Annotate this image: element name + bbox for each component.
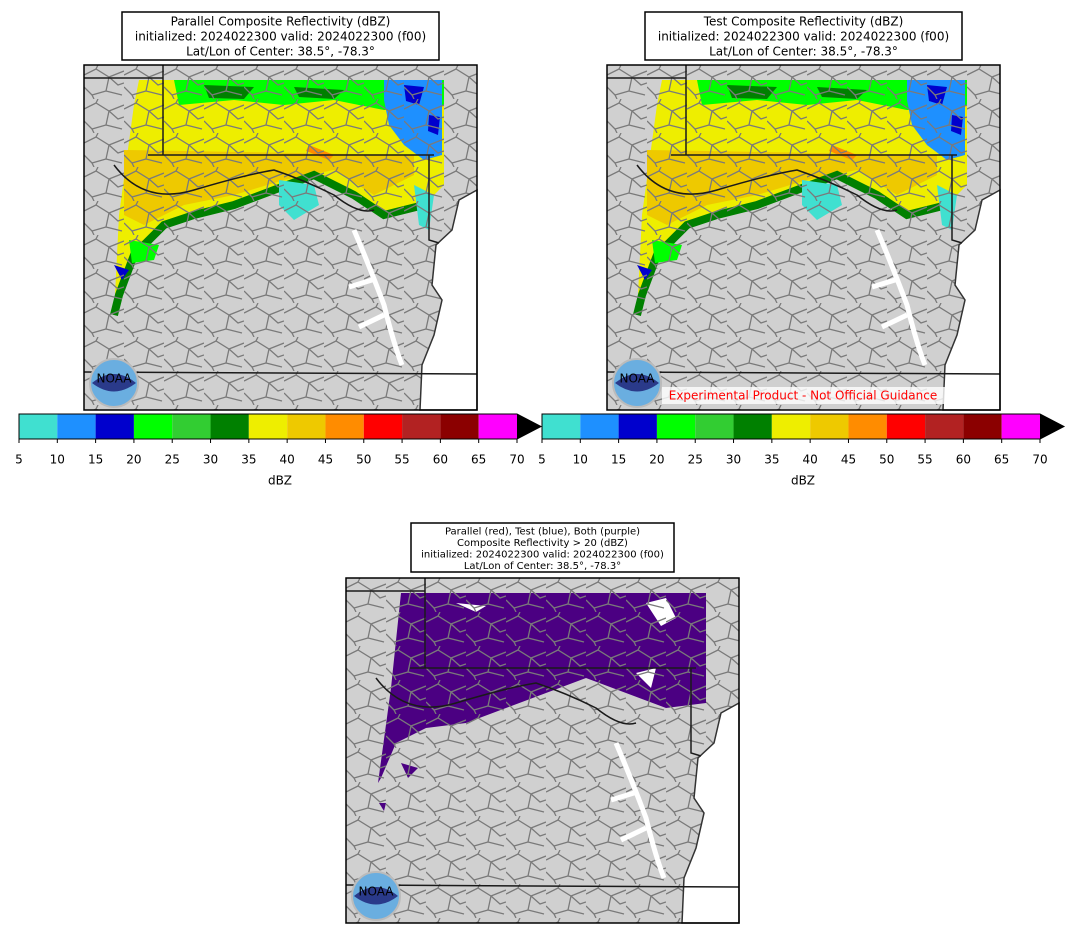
title-line: Lat/Lon of Center: 38.5°, -78.3° <box>709 45 898 59</box>
colorbar-bin <box>656 414 696 439</box>
colorbar-tick-label: 35 <box>764 453 779 467</box>
boundaries <box>346 578 739 923</box>
colorbar-bin <box>363 414 403 439</box>
logo-text: NOAA <box>97 372 133 386</box>
colorbar-tick-label: 25 <box>688 453 703 467</box>
map-frame <box>345 577 740 924</box>
colorbar-tick-label: 40 <box>803 453 818 467</box>
colorbar-tick-label: 45 <box>318 453 333 467</box>
map-panel: NOAA Experimental Product - Not Official … <box>607 65 1000 410</box>
title-box <box>410 522 675 573</box>
logo-wave <box>92 374 136 392</box>
colorbar-tick-label: 10 <box>50 453 65 467</box>
title-line: Parallel (red), Test (blue), Both (purpl… <box>445 526 640 537</box>
map-panel: NOAA <box>346 578 739 923</box>
logo-wave <box>615 374 659 392</box>
title-line: Test Composite Reflectivity (dBZ) <box>703 15 904 29</box>
colorbar-tick-label: 5 <box>15 453 23 467</box>
colorbar-tick-label: 65 <box>994 453 1009 467</box>
colorbar-bin <box>848 414 887 439</box>
watermark: Experimental Product - Not Official Guid… <box>669 389 937 403</box>
colorbar-tick-label: 20 <box>126 453 141 467</box>
colorbar-bin <box>440 414 479 439</box>
colorbar-bin <box>1001 414 1040 439</box>
colorbar-bin <box>771 414 811 439</box>
colorbar-bin <box>19 414 58 439</box>
colorbar-tick-label: 35 <box>241 453 256 467</box>
colorbar-tick-label: 15 <box>88 453 103 467</box>
title-line: Composite Reflectivity > 20 (dBZ) <box>457 538 628 549</box>
colorbar-bin <box>542 414 581 439</box>
colorbar-tick-label: 30 <box>203 453 218 467</box>
colorbar-bin <box>325 414 364 439</box>
logo-text: NOAA <box>620 372 656 386</box>
colorbar-tick-label: 70 <box>509 453 524 467</box>
colorbar-tick-label: 10 <box>573 453 588 467</box>
colorbar-tick-label: 45 <box>841 453 856 467</box>
colorbar-bin <box>580 414 619 439</box>
colorbar-extend <box>517 414 541 439</box>
colorbar-tick-label: 20 <box>649 453 664 467</box>
colorbar-tick-label: 65 <box>471 453 486 467</box>
logo-wave <box>354 887 398 905</box>
title-box <box>121 11 440 61</box>
colorbar-tick-label: 70 <box>1032 453 1047 467</box>
colorbar-tick-label: 40 <box>280 453 295 467</box>
colorbar-outline <box>18 413 543 440</box>
colorbar-bin <box>210 414 249 439</box>
colorbar-bin <box>287 414 326 439</box>
colorbar-bin <box>618 414 657 439</box>
colorbar-bin <box>963 414 1002 439</box>
title-line: initialized: 2024022300 valid: 202402230… <box>421 549 664 560</box>
title-line: initialized: 2024022300 valid: 202402230… <box>658 30 949 44</box>
colorbar-label: dBZ <box>268 474 292 488</box>
colorbar-bin <box>402 414 441 439</box>
title-line: Lat/Lon of Center: 38.5°, -78.3° <box>186 45 375 59</box>
colorbar-bin <box>172 414 211 439</box>
colorbar-tick-label: 55 <box>394 453 409 467</box>
colorbar-tick-label: 50 <box>879 453 894 467</box>
colorbar-tick-label: 5 <box>538 453 546 467</box>
colorbar-bin <box>133 414 173 439</box>
colorbar-tick-label: 50 <box>356 453 371 467</box>
watermark-bg <box>662 387 945 404</box>
colorbar-tick-label: 55 <box>917 453 932 467</box>
colorbar-bin <box>886 414 926 439</box>
logo-text: NOAA <box>359 885 395 899</box>
colorbar-extend <box>1040 414 1064 439</box>
colorbar-tick-label: 30 <box>726 453 741 467</box>
map-panel: NOAA <box>84 65 477 410</box>
title-line: initialized: 2024022300 valid: 202402230… <box>135 30 426 44</box>
colorbar-bin <box>733 414 772 439</box>
colorbar-bin <box>810 414 849 439</box>
colorbar-tick-label: 15 <box>611 453 626 467</box>
colorbar-bin <box>695 414 734 439</box>
title-line: Parallel Composite Reflectivity (dBZ) <box>171 15 391 29</box>
title-line: Lat/Lon of Center: 38.5°, -78.3° <box>464 561 621 572</box>
colorbar-bin <box>248 414 288 439</box>
title-box <box>644 11 963 61</box>
map-frame <box>606 64 1001 411</box>
colorbar-tick-label: 60 <box>433 453 448 467</box>
colorbar-tick-label: 60 <box>956 453 971 467</box>
colorbar-bin <box>57 414 96 439</box>
map-frame <box>83 64 478 411</box>
colorbar-bin <box>95 414 134 439</box>
colorbar-tick-label: 25 <box>165 453 180 467</box>
colorbar-label: dBZ <box>791 474 815 488</box>
colorbar-outline <box>541 413 1066 440</box>
boundaries <box>607 65 1000 410</box>
colorbar-bin <box>925 414 964 439</box>
boundaries <box>84 65 477 410</box>
colorbar-bin <box>478 414 517 439</box>
